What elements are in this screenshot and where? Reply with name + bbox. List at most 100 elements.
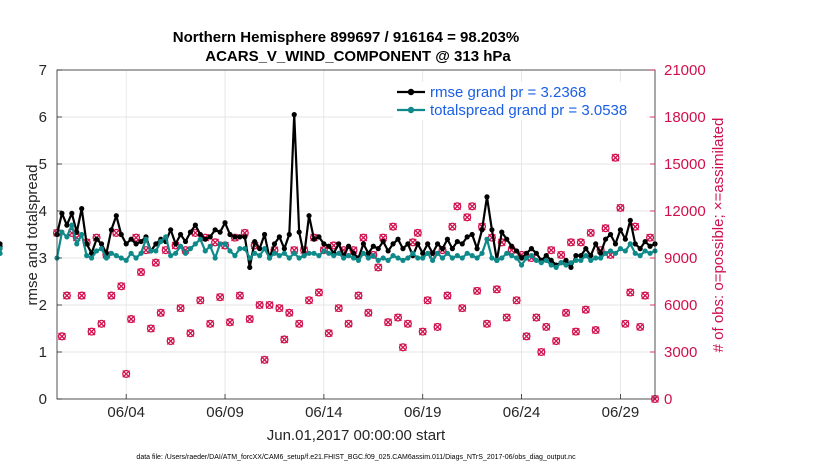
series-point-totalspread (212, 255, 218, 261)
series-point-rmse (311, 236, 317, 242)
obs-possible-marker (502, 313, 511, 322)
obs-assimilated-marker (166, 337, 175, 345)
obs-assimilated-marker (359, 233, 368, 242)
series-point-totalspread (266, 255, 273, 261)
obs-assimilated-marker (443, 291, 452, 300)
series-point-totalspread (217, 241, 223, 247)
obs-assimilated-marker (236, 291, 244, 300)
series-point-totalspread (598, 255, 604, 261)
series-point-rmse (395, 236, 401, 242)
obs-assimilated-marker (132, 233, 140, 242)
obs-assimilated-marker (255, 301, 264, 309)
obs-assimilated-marker (453, 202, 462, 211)
obs-possible-marker (423, 296, 432, 305)
series-point-totalspread (261, 246, 268, 252)
obs-possible-marker (364, 308, 373, 317)
series-point-totalspread (276, 253, 282, 259)
obs-assimilated-marker (137, 268, 145, 276)
series-point-rmse (469, 231, 475, 238)
obs-assimilated-marker (512, 296, 521, 305)
series-point-rmse (153, 241, 159, 247)
obs-assimilated-marker (122, 370, 131, 378)
series-point-rmse (380, 238, 386, 245)
y-right-tick-label: 12000 (664, 203, 706, 220)
obs-assimilated-marker (636, 323, 645, 331)
obs-assimilated-marker (280, 335, 289, 344)
series-point-totalspread (237, 246, 243, 252)
obs-possible-marker (304, 296, 314, 305)
series-point-rmse (113, 213, 119, 219)
obs-possible-marker (156, 308, 165, 317)
series-point-totalspread (553, 264, 559, 270)
obs-possible-marker (497, 238, 506, 247)
obs-possible-marker (537, 347, 546, 357)
series-point-totalspread (385, 257, 391, 263)
y-left-tick-label: 6 (39, 109, 47, 126)
series-point-totalspread (420, 255, 426, 261)
obs-assimilated-marker (196, 296, 205, 305)
series-point-totalspread (88, 255, 95, 261)
series-point-totalspread (400, 257, 406, 263)
obs-assimilated-marker (433, 323, 442, 331)
series-point-totalspread (163, 234, 169, 240)
series-point-rmse (360, 241, 367, 247)
series-point-totalspread (133, 255, 139, 261)
obs-possible-marker (235, 291, 244, 300)
x-tick-label: 06/09 (206, 404, 244, 421)
series-point-totalspread (425, 250, 431, 256)
series-layer (0, 112, 658, 270)
x-tick-label: 06/14 (305, 404, 343, 421)
series-point-rmse (430, 250, 436, 256)
series-point-totalspread (326, 250, 332, 256)
y-right-tick-label: 9000 (664, 250, 697, 267)
x-tick-label: 06/19 (404, 404, 442, 421)
series-point-totalspread (138, 250, 144, 256)
obs-assimilated-marker (552, 337, 561, 345)
series-point-rmse (568, 264, 574, 270)
obs-possible-marker (295, 319, 304, 328)
obs-assimilated-marker (384, 318, 392, 327)
series-point-rmse (578, 253, 584, 259)
series-point-rmse (98, 241, 105, 247)
series-point-totalspread (499, 255, 505, 261)
series-point-rmse (59, 210, 65, 216)
obs-assimilated-marker (58, 332, 66, 341)
obs-possible-marker (398, 343, 408, 352)
series-point-rmse (321, 241, 327, 247)
x-tick-label: 06/24 (503, 404, 541, 421)
series-point-rmse (252, 238, 258, 245)
series-point-totalspread (583, 253, 589, 259)
obs-possible-marker (626, 288, 635, 297)
series-point-totalspread (271, 250, 278, 256)
series-point-totalspread (301, 253, 307, 259)
series-point-totalspread (444, 250, 451, 256)
series-point-totalspread (168, 253, 174, 259)
obs-assimilated-marker (156, 308, 165, 317)
obs-possible-marker (62, 291, 71, 300)
obs-assimilated-marker (389, 222, 397, 231)
obs-possible-marker (586, 228, 595, 237)
series-point-totalspread (79, 231, 85, 238)
series-point-rmse (602, 236, 609, 242)
series-point-totalspread (612, 250, 619, 256)
obs-possible-marker (374, 263, 383, 272)
series-point-rmse (79, 206, 85, 212)
obs-assimilated-marker (492, 285, 501, 294)
obs-assimilated-marker (468, 202, 476, 211)
obs-assimilated-marker (394, 313, 402, 322)
obs-assimilated-marker (127, 315, 135, 323)
obs-possible-marker (151, 258, 160, 267)
series-point-rmse (326, 243, 332, 249)
series-point-totalspread (98, 246, 105, 252)
obs-possible-marker (393, 313, 403, 322)
series-point-totalspread (439, 255, 446, 261)
series-point-totalspread (257, 253, 263, 259)
series-point-rmse (207, 234, 213, 240)
x-tick-label: 06/29 (602, 404, 640, 421)
y-right-tick-label: 6000 (664, 297, 697, 314)
series-point-rmse (217, 229, 223, 235)
series-point-rmse (523, 250, 530, 256)
series-point-totalspread (523, 255, 530, 261)
plot-frame (56, 69, 656, 400)
obs-assimilated-marker (641, 291, 649, 300)
